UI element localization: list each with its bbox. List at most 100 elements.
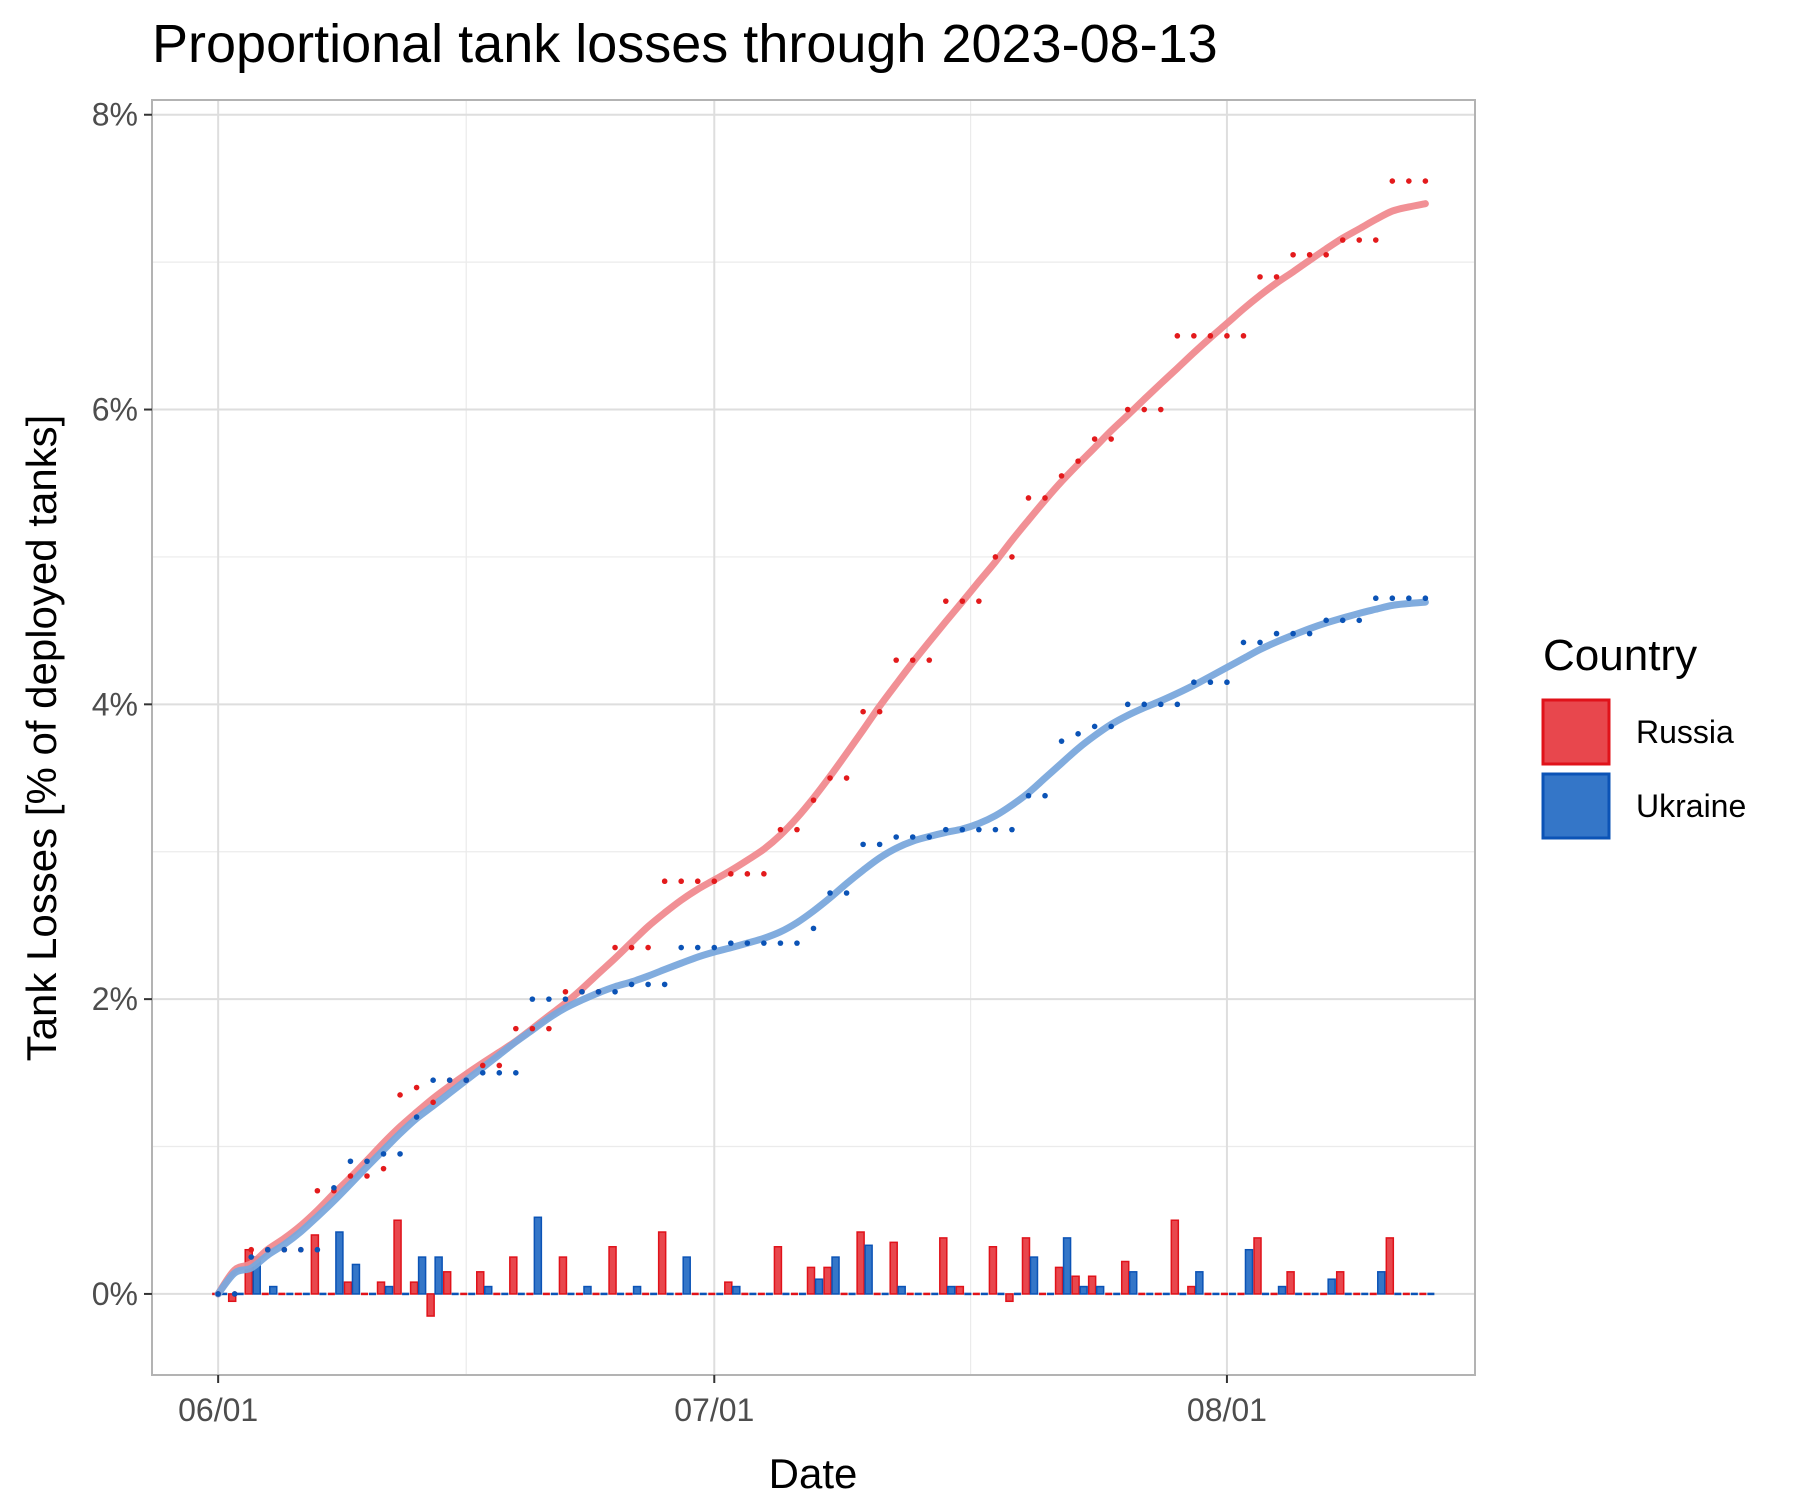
point-russia — [843, 775, 850, 781]
point-ukraine — [992, 826, 999, 833]
daily-bar-ukraine — [583, 1285, 592, 1295]
point-ukraine — [678, 944, 684, 951]
point-russia — [1091, 436, 1098, 442]
daily-bar-ukraine — [1062, 1237, 1072, 1295]
legend: Country Russia Ukraine — [1541, 631, 1746, 840]
point-russia — [430, 1099, 436, 1106]
daily-bar-ukraine — [434, 1256, 443, 1295]
daily-bar-russia — [442, 1271, 452, 1295]
point-russia — [678, 878, 684, 885]
point-russia — [876, 708, 883, 715]
point-ukraine — [761, 940, 767, 946]
point-ukraine — [513, 1070, 519, 1076]
point-russia — [1108, 436, 1114, 442]
point-ukraine — [347, 1158, 354, 1165]
legend-label-ukraine: Ukraine — [1636, 788, 1746, 824]
point-ukraine — [479, 1070, 486, 1076]
daily-bar-russia — [1120, 1260, 1130, 1295]
point-ukraine — [1422, 595, 1429, 602]
point-ukraine — [463, 1077, 470, 1084]
daily-bar-ukraine — [897, 1285, 906, 1295]
point-ukraine — [446, 1077, 453, 1084]
point-ukraine — [1091, 723, 1098, 730]
daily-bar-ukraine — [384, 1285, 394, 1295]
point-russia — [513, 1025, 519, 1032]
point-ukraine — [562, 996, 569, 1002]
point-ukraine — [1224, 679, 1230, 686]
daily-bar-russia — [1253, 1237, 1262, 1295]
trend-line-ukraine — [214, 598, 1429, 1298]
point-ukraine — [331, 1185, 337, 1191]
point-russia — [992, 554, 999, 560]
point-russia — [694, 878, 701, 885]
point-ukraine — [744, 940, 751, 946]
daily-bar-russia — [509, 1256, 518, 1295]
point-russia — [1058, 473, 1065, 479]
y-tick-label: 4% — [92, 686, 138, 722]
point-ukraine — [777, 940, 784, 946]
plot-grid — [152, 100, 1475, 1375]
point-ukraine — [281, 1246, 288, 1253]
point-ukraine — [1009, 826, 1015, 833]
daily-bar-russia — [939, 1237, 948, 1295]
point-ukraine — [1108, 723, 1114, 730]
trend-lines — [214, 200, 1429, 1298]
daily-bar-ukraine — [1244, 1248, 1254, 1295]
point-ukraine — [314, 1246, 321, 1253]
point-russia — [1240, 333, 1247, 339]
point-russia — [777, 826, 784, 833]
point-russia — [1009, 554, 1015, 560]
point-russia — [364, 1173, 370, 1179]
daily-bar-ukraine — [1095, 1285, 1105, 1295]
point-russia — [546, 1025, 552, 1032]
daily-bar-ukraine — [1195, 1271, 1204, 1295]
daily-bar-russia — [1005, 1293, 1014, 1303]
y-axis-title: Tank Losses [% of deployed tanks] — [18, 415, 65, 1062]
daily-bar-russia — [1054, 1266, 1064, 1295]
point-ukraine — [860, 841, 866, 848]
point-russia — [744, 871, 751, 877]
point-russia — [893, 657, 899, 663]
point-ukraine — [1141, 701, 1148, 708]
point-ukraine — [1042, 792, 1048, 799]
point-ukraine — [1273, 630, 1280, 637]
point-russia — [347, 1173, 354, 1179]
point-russia — [1422, 178, 1429, 184]
legend-label-russia: Russia — [1636, 714, 1734, 750]
point-russia — [926, 657, 933, 663]
point-russia — [1174, 333, 1181, 339]
point-ukraine — [231, 1291, 238, 1297]
point-russia — [1323, 251, 1329, 258]
legend-key-ukraine — [1541, 772, 1611, 840]
y-tick-label: 6% — [92, 392, 138, 428]
daily-bar-russia — [558, 1256, 568, 1295]
point-russia — [496, 1062, 503, 1069]
point-ukraine — [1356, 617, 1363, 624]
point-russia — [1075, 458, 1081, 464]
point-ukraine — [1257, 639, 1263, 646]
point-ukraine — [397, 1151, 403, 1157]
point-russia — [1290, 251, 1296, 258]
daily-bar-ukraine — [814, 1278, 824, 1295]
point-ukraine — [959, 826, 966, 833]
daily-bar-russia — [476, 1271, 485, 1295]
point-ukraine — [1389, 595, 1396, 602]
daily-bars — [212, 1216, 1435, 1317]
point-russia — [397, 1092, 403, 1098]
point-russia — [1025, 495, 1032, 501]
daily-bar-russia — [889, 1241, 898, 1295]
point-ukraine — [827, 890, 833, 896]
daily-bar-russia — [856, 1231, 865, 1295]
point-russia — [827, 775, 833, 781]
daily-bar-russia — [1021, 1237, 1031, 1295]
point-ukraine — [1207, 679, 1214, 686]
daily-bar-russia — [806, 1266, 816, 1295]
x-tick-label: 06/01 — [178, 1392, 258, 1428]
point-ukraine — [1339, 617, 1346, 624]
point-ukraine — [413, 1114, 420, 1120]
point-russia — [1356, 237, 1363, 243]
daily-bar-russia — [608, 1246, 617, 1295]
point-russia — [1339, 237, 1346, 243]
point-russia — [1207, 333, 1214, 339]
